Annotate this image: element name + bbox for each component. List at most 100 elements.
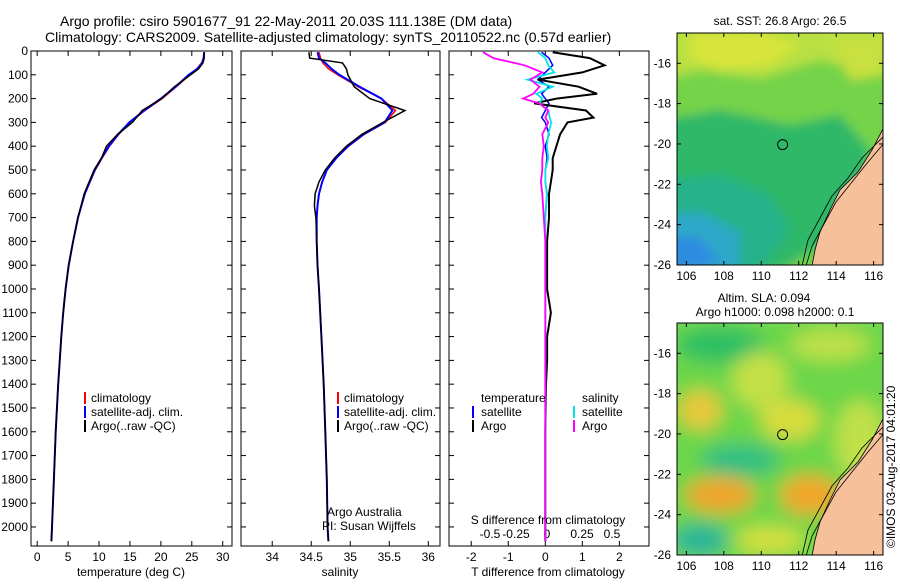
y-tick-label: 1000 <box>1 282 28 296</box>
legend-label-t-argo: Argo <box>481 419 507 433</box>
y-tick-label: 100 <box>8 68 28 82</box>
sla-isobath <box>801 426 883 555</box>
temperature-x-label: temperature (deg C) <box>77 565 185 579</box>
x-tick-label: 25 <box>185 550 199 564</box>
legend-label-t-satellite: satellite <box>481 405 522 419</box>
map-x-tick-label: 106 <box>676 559 696 573</box>
figure-title-line1: Argo profile: csiro 5901677_91 22-May-20… <box>60 13 512 29</box>
series-line-2 <box>50 52 205 542</box>
x-tick-label: 34.5 <box>300 550 324 564</box>
x-tick-label: 5 <box>65 550 72 564</box>
pi-name-label: PI: Susan Wijffels <box>322 519 416 533</box>
map-y-tick-label: -20 <box>654 427 672 441</box>
map-x-tick-label: 114 <box>827 559 846 573</box>
difference-top-x-label: S difference from climatology <box>471 513 626 527</box>
sst-land <box>811 127 883 265</box>
map-x-tick-label: 110 <box>752 269 771 283</box>
top-tick-label: -0.25 <box>502 527 530 541</box>
x-tick-label: 35.5 <box>378 550 402 564</box>
sla-map-title-line2: Argo h1000: 0.098 h2000: 0.1 <box>696 305 855 319</box>
top-tick-label: 0.25 <box>570 527 594 541</box>
map-y-tick-label: -22 <box>654 467 672 481</box>
y-tick-label: 500 <box>8 163 28 177</box>
y-tick-label: 200 <box>8 92 28 106</box>
map-y-tick-label: -16 <box>654 346 672 360</box>
map-x-tick-label: 112 <box>789 559 808 573</box>
legend-header-temperature: temperature <box>481 391 546 405</box>
map-y-tick-label: -26 <box>654 258 672 272</box>
x-tick-label: 35 <box>344 550 358 564</box>
sst-isobath-2 <box>805 143 883 265</box>
map-y-tick-label: -18 <box>654 97 672 111</box>
sla-map-frame <box>676 322 884 556</box>
map-x-tick-label: 110 <box>752 559 771 573</box>
y-tick-label: 700 <box>8 211 28 225</box>
sla-map-axes: 106 108 110 112 114 116 -16 -18 -20 -22 -24 -26 <box>654 323 884 573</box>
x-tick-label: 0 <box>34 550 41 564</box>
map-y-tick-label: -22 <box>654 177 672 191</box>
sla-float-marker <box>777 429 789 441</box>
sst-map-axes: 106 108 110 112 114 116 -16 -18 -20 -22 -24 -26 <box>654 33 884 283</box>
series-line-2 <box>308 52 407 542</box>
sst-map-title: sat. SST: 26.8 Argo: 26.5 <box>714 14 847 28</box>
legend-label-argo: Argo(..raw -QC) <box>91 419 176 433</box>
y-tick-label: 1900 <box>1 496 28 510</box>
x-tick-label: 30 <box>216 550 230 564</box>
map-y-tick-label: -16 <box>654 56 672 70</box>
sst-map-frame <box>676 32 884 266</box>
x-tick-label: 2 <box>616 550 623 564</box>
legend-label-climatology: climatology <box>344 391 404 405</box>
map-x-tick-label: 112 <box>789 269 808 283</box>
temperature-panel-frame <box>30 50 233 547</box>
legend-label-satellite: satellite-adj. clim. <box>91 405 183 419</box>
temperature-legend: climatology satellite-adj. clim. Argo(..… <box>84 391 183 433</box>
series-line-3 <box>482 51 550 542</box>
y-tick-label: 300 <box>8 115 28 129</box>
salinity-x-label: salinity <box>322 565 359 579</box>
y-tick-label: 2000 <box>1 520 28 534</box>
legend-label-s-argo: Argo <box>582 419 608 433</box>
map-x-tick-label: 116 <box>864 269 883 283</box>
difference-panel-frame <box>448 50 650 547</box>
sla-map-title-line1: Altim. SLA: 0.094 <box>718 291 811 305</box>
legend-label-climatology: climatology <box>91 391 151 405</box>
figure-title-line2: Climatology: CARS2009. Satellite-adjuste… <box>45 29 611 45</box>
y-tick-label: 1700 <box>1 449 28 463</box>
map-x-tick-label: 108 <box>714 269 734 283</box>
y-tick-label: 600 <box>8 187 28 201</box>
y-tick-label: 400 <box>8 139 28 153</box>
y-tick-label: 1600 <box>1 425 28 439</box>
map-y-tick-label: -20 <box>654 137 672 151</box>
salinity-plot: 34 34.5 35 35.5 36 <box>241 50 440 564</box>
sst-isobath <box>801 136 883 265</box>
x-tick-label: 20 <box>154 550 168 564</box>
top-tick-label: 0.5 <box>604 527 621 541</box>
sla-map <box>677 323 883 555</box>
legend-label-satellite: satellite-adj. clim. <box>344 405 436 419</box>
y-tick-label: 1800 <box>1 472 28 486</box>
map-y-tick-label: -26 <box>654 548 672 562</box>
top-tick-label: -0.5 <box>480 527 501 541</box>
legend-label-s-satellite: satellite <box>582 405 623 419</box>
map-y-tick-label: -18 <box>654 387 672 401</box>
y-tick-label: 1100 <box>2 306 28 320</box>
sst-float-marker <box>777 139 789 151</box>
map-x-tick-label: 116 <box>864 559 883 573</box>
x-tick-label: -1 <box>503 550 514 564</box>
map-x-tick-label: 108 <box>714 559 734 573</box>
y-tick-label: 800 <box>8 234 28 248</box>
map-x-tick-label: 106 <box>676 269 696 283</box>
map-y-tick-label: -24 <box>654 508 672 522</box>
sla-isobath-2 <box>805 433 883 555</box>
difference-legend: temperature salinity satellite Argo sate… <box>472 391 623 433</box>
temperature-plot: 0 5 10 15 20 25 300100200300400500600700800900… <box>1 44 232 564</box>
legend-label-argo: Argo(..raw -QC) <box>344 419 429 433</box>
y-tick-label: 1500 <box>1 401 28 415</box>
x-tick-label: 15 <box>123 550 137 564</box>
sst-map <box>677 33 883 265</box>
series-line-1 <box>315 51 394 542</box>
argo-australia-label: Argo Australia <box>327 505 402 519</box>
difference-plot: -2 -1 0 1 2 -0.5 -0.25 0 0.25 0.5 <box>449 50 649 564</box>
series-line-1 <box>533 51 608 542</box>
